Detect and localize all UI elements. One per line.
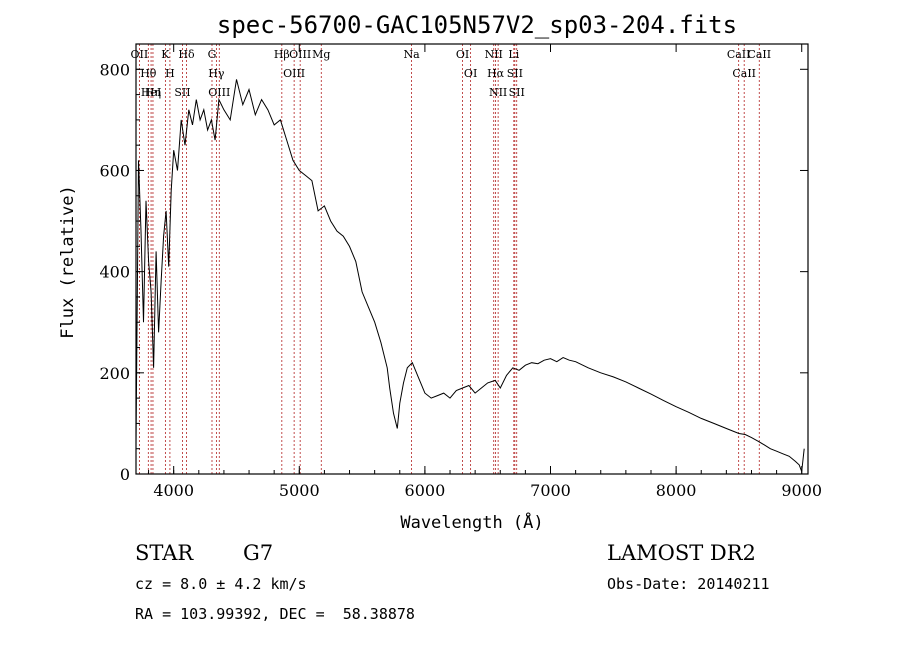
obs-date: Obs-Date: 20140211 [607,575,770,593]
line-label: K [161,48,170,61]
line-label: Na [403,48,420,61]
line-label: SII [509,86,525,99]
line-label: Li [508,48,519,61]
line-label: Hγ [208,67,225,80]
x-axis-ticks: 4000 5000 6000 7000 8000 9000 [148,44,822,500]
y-axis-label: Flux (relative) [58,185,78,339]
line-label: Hβ [274,48,290,61]
x-tick-label: 9000 [781,481,822,500]
line-label: CaII [747,48,771,61]
spectrum-line [135,79,805,472]
y-tick-label: 0 [120,465,130,484]
line-label: CaII [727,48,751,61]
line-label: Hθ [140,67,157,80]
x-tick-label: 8000 [656,481,697,500]
line-label: Hη [145,86,161,99]
line-label: OI [456,48,469,61]
line-label: SII [174,86,190,99]
line-label: NII [489,86,507,99]
line-label: G [208,48,217,61]
x-tick-label: 7000 [530,481,571,500]
line-label: HeI [141,86,161,99]
line-label: OI [464,67,477,80]
x-tick-label: 5000 [279,481,320,500]
line-label: OIII [289,48,311,61]
y-tick-label: 800 [99,60,130,79]
coordinates: RA = 103.99392, DEC = 58.38878 [135,605,415,623]
y-axis-ticks: 0 200 400 600 800 [99,60,808,484]
chart-title: spec-56700-GAC105N57V2_sp03-204.fits [217,11,737,39]
line-label: OIII [283,67,305,80]
object-type: STAR [135,541,194,565]
line-label: SII [507,67,523,80]
line-label: H [165,67,175,80]
object-subclass: G7 [243,541,273,565]
x-axis-label: Wavelength (Å) [400,511,543,533]
y-tick-label: 400 [99,263,130,282]
x-tick-label: 6000 [405,481,446,500]
y-tick-label: 600 [99,161,130,180]
line-label: Hα [487,67,505,80]
line-label: CaII [732,67,756,80]
plot-frame [135,43,809,475]
line-label: NII [485,48,503,61]
line-label: Hδ [178,48,195,61]
redshift-readout: cz = 8.0 ± 4.2 km/s [135,575,307,593]
line-label: OIII [208,86,230,99]
line-label: Mg [312,48,330,61]
y-tick-label: 200 [99,364,130,383]
line-label: OII [131,48,149,61]
x-tick-label: 4000 [153,481,194,500]
survey-name: LAMOST DR2 [607,541,756,565]
